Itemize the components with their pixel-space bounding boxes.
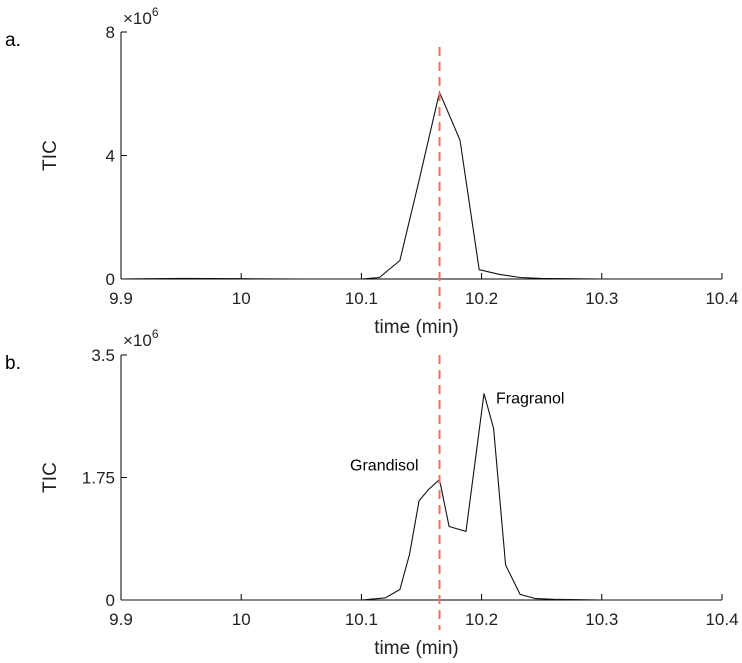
x-axis-label: time (min) bbox=[374, 638, 458, 659]
x-tick-label: 10.3 bbox=[585, 610, 618, 629]
y-tick-label: 8 bbox=[106, 23, 115, 42]
chart-panel-b: 9.9 10 10.1 10.2 10.3 10.4 0 1.75 3.5 ×106 b. time … bbox=[5, 327, 739, 659]
x-tick-label: 9.9 bbox=[109, 610, 133, 629]
panel-label: a. bbox=[5, 30, 21, 51]
peak-annotation: Grandisol bbox=[350, 458, 418, 475]
y-multiplier: ×106 bbox=[123, 5, 159, 28]
x-tick-label: 10.1 bbox=[345, 610, 378, 629]
y-multiplier-base: ×10 bbox=[123, 331, 152, 350]
y-tick-label: 1.75 bbox=[82, 469, 115, 488]
y-multiplier: ×106 bbox=[123, 327, 159, 350]
y-tick-label: 0 bbox=[106, 591, 115, 610]
x-tick-label: 10.2 bbox=[465, 289, 498, 308]
x-tick-label: 9.9 bbox=[109, 289, 133, 308]
x-tick-label: 10.1 bbox=[345, 289, 378, 308]
x-tick-label: 10 bbox=[232, 610, 251, 629]
y-tick-label: 4 bbox=[106, 147, 115, 166]
x-tick-label: 10.4 bbox=[705, 610, 738, 629]
y-tick-label: 3.5 bbox=[91, 346, 115, 365]
x-tick-label: 10.4 bbox=[705, 289, 738, 308]
tic-trace-line bbox=[120, 90, 722, 280]
y-axis-label: TIC bbox=[40, 140, 61, 171]
x-tick-label: 10.2 bbox=[465, 610, 498, 629]
peak-annotation: Fragranol bbox=[496, 391, 564, 408]
panel-label: b. bbox=[5, 353, 21, 374]
y-multiplier-base: ×10 bbox=[123, 9, 152, 28]
y-multiplier-exponent: 6 bbox=[152, 327, 159, 341]
y-multiplier-exponent: 6 bbox=[152, 5, 159, 19]
y-axis-label: TIC bbox=[40, 462, 61, 493]
x-tick-label: 10.3 bbox=[585, 289, 618, 308]
y-tick-label: 0 bbox=[106, 270, 115, 289]
x-axis-label: time (min) bbox=[374, 317, 458, 338]
tic-trace-line bbox=[121, 393, 722, 601]
x-tick-label: 10 bbox=[232, 289, 251, 308]
